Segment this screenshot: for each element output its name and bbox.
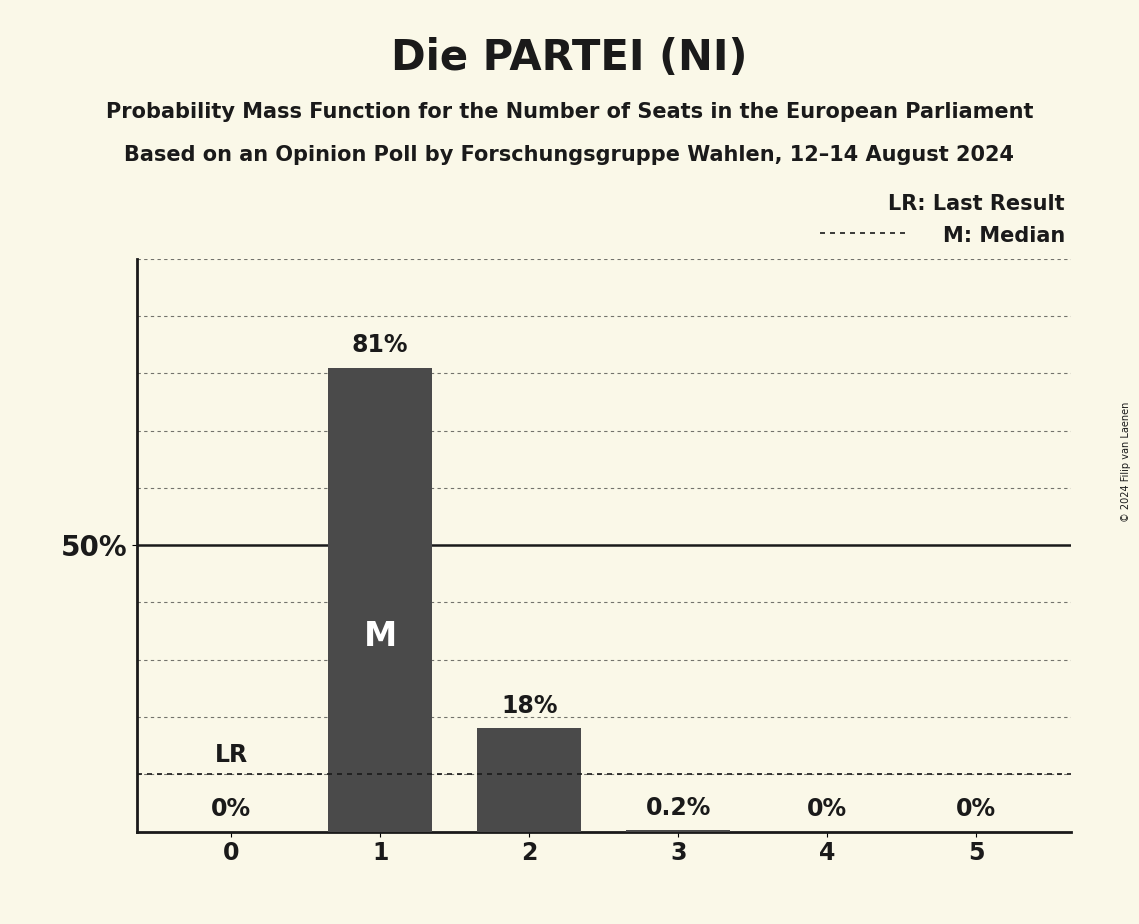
Text: LR: Last Result: LR: Last Result <box>888 194 1065 214</box>
Text: Probability Mass Function for the Number of Seats in the European Parliament: Probability Mass Function for the Number… <box>106 102 1033 122</box>
Bar <box>626 831 730 832</box>
Text: 0%: 0% <box>956 797 997 821</box>
Text: 0%: 0% <box>808 797 847 821</box>
Text: 18%: 18% <box>501 694 557 718</box>
Text: 0.2%: 0.2% <box>646 796 711 821</box>
Bar <box>477 728 581 832</box>
Text: LR: LR <box>215 744 248 768</box>
Text: © 2024 Filip van Laenen: © 2024 Filip van Laenen <box>1121 402 1131 522</box>
Text: M: M <box>363 620 396 653</box>
Text: M: Median: M: Median <box>943 226 1065 247</box>
Text: Based on an Opinion Poll by Forschungsgruppe Wahlen, 12–14 August 2024: Based on an Opinion Poll by Forschungsgr… <box>124 145 1015 165</box>
Text: Die PARTEI (NI): Die PARTEI (NI) <box>392 37 747 79</box>
Text: 0%: 0% <box>211 797 252 821</box>
Text: 81%: 81% <box>352 334 409 358</box>
Bar <box>328 368 433 832</box>
